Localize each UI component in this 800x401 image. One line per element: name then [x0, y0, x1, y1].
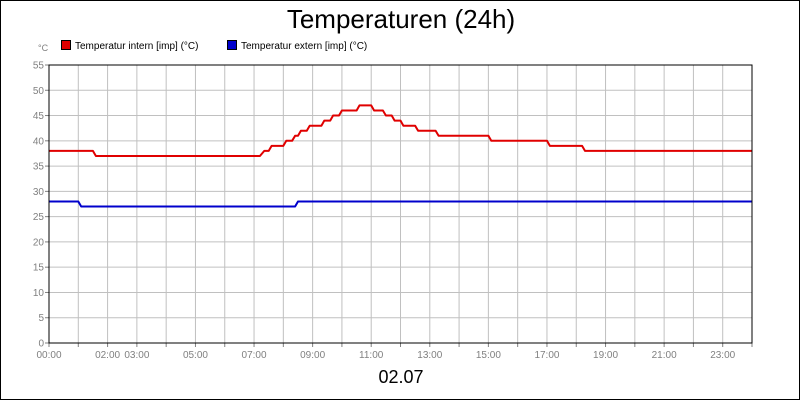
y-tick-label: 10 — [33, 288, 45, 299]
y-tick-label: 20 — [33, 237, 45, 248]
x-tick-label: 13:00 — [417, 350, 442, 361]
y-tick-label: 30 — [33, 187, 45, 198]
x-tick-label: 09:00 — [300, 350, 325, 361]
x-axis-date-label: 02.07 — [378, 367, 424, 387]
y-tick-label: 35 — [33, 162, 45, 173]
y-tick-label: 0 — [38, 339, 44, 350]
legend-label-extern: Temperatur extern [imp] (°C) — [241, 41, 368, 52]
x-tick-label: 19:00 — [593, 350, 618, 361]
legend-item-intern: Temperatur intern [imp] (°C) — [61, 40, 198, 53]
series-line-1 — [49, 200, 752, 208]
y-tick-label: 50 — [33, 86, 45, 97]
y-tick-label: 55 — [33, 61, 45, 72]
y-tick-label: 45 — [33, 111, 45, 122]
x-tick-label: 15:00 — [476, 350, 501, 361]
legend-swatch-red-icon — [61, 40, 71, 50]
x-tick-label: 03:00 — [124, 350, 149, 361]
legend-item-extern: Temperatur extern [imp] (°C) — [227, 40, 367, 53]
x-tick-label: 23:00 — [710, 350, 735, 361]
y-axis-unit-label: °C — [38, 43, 49, 53]
x-tick-label: 11:00 — [359, 350, 384, 361]
x-tick-label: 00:00 — [36, 350, 61, 361]
y-tick-label: 40 — [33, 136, 45, 147]
chart-title: Temperaturen (24h) — [286, 4, 516, 34]
x-tick-label: 21:00 — [652, 350, 677, 361]
x-tick-label: 17:00 — [534, 350, 559, 361]
legend-label-intern: Temperatur intern [imp] (°C) — [75, 41, 199, 52]
y-tick-label: 5 — [38, 313, 44, 324]
x-tick-label: 05:00 — [183, 350, 208, 361]
x-tick-label: 02:00 — [95, 350, 120, 361]
x-tick-label: 07:00 — [242, 350, 267, 361]
y-tick-label: 25 — [33, 212, 45, 223]
y-tick-label: 15 — [33, 263, 45, 274]
series-line-0 — [49, 104, 752, 157]
legend-swatch-blue-icon — [227, 40, 237, 50]
plot-border — [48, 64, 753, 344]
